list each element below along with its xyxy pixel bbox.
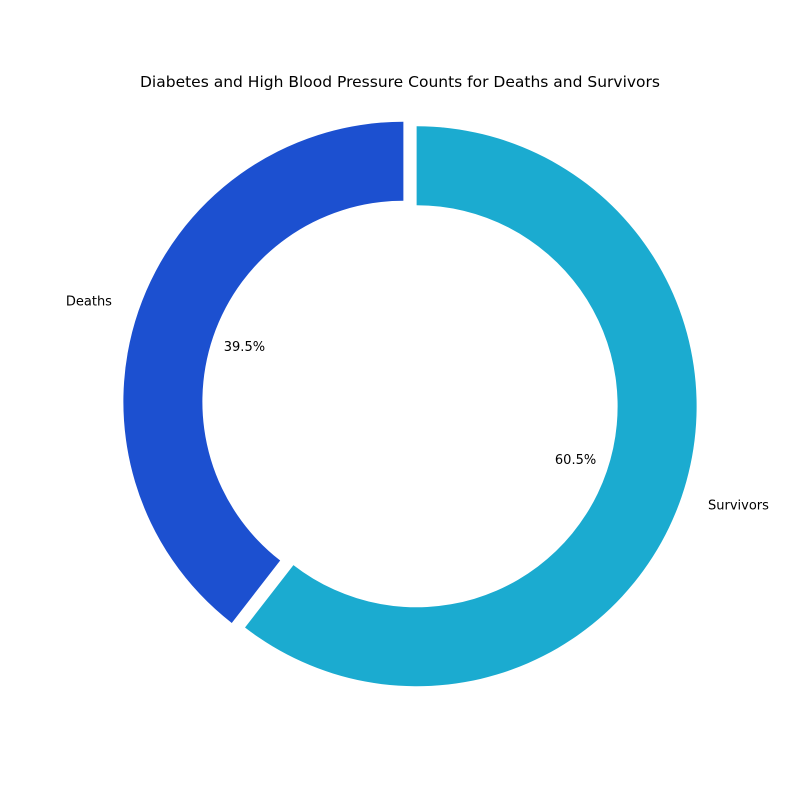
slice-survivors — [245, 126, 697, 687]
category-label-deaths: Deaths — [66, 294, 112, 309]
slice-deaths — [123, 121, 404, 623]
percent-label-deaths: 39.5% — [224, 340, 265, 355]
category-label-survivors: Survivors — [708, 499, 769, 514]
slices-group — [123, 121, 697, 687]
percent-label-survivors: 60.5% — [555, 453, 596, 468]
chart-title: Diabetes and High Blood Pressure Counts … — [139, 73, 660, 91]
labels-group: Deaths 39.5% Survivors 60.5% — [66, 294, 769, 513]
